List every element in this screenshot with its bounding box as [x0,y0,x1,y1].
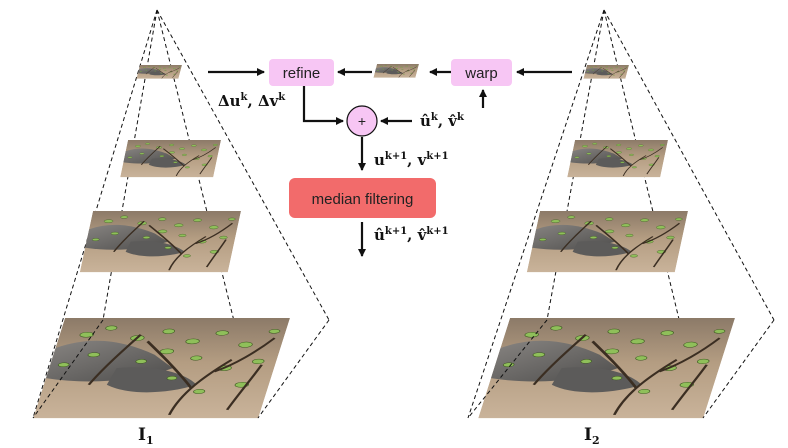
next-hat-uv-label: ûk+1, v̂k+1 [374,226,449,244]
median-filtering-label: median filtering [312,191,414,208]
warped-patch [373,64,420,78]
right-pyramid: I2 [467,9,775,447]
left-level-4 [136,65,183,79]
right-level-2 [526,211,689,273]
flow-center: refine warp + median filtering Δuk, Δvk … [208,59,572,257]
refine-label: refine [283,65,321,82]
median-filtering-box [289,178,436,218]
arrow-refine-to-sum [302,86,344,125]
delta-uv-label: Δuk, Δvk [218,92,286,110]
left-level-1 [33,318,290,419]
left-level-3 [120,140,222,178]
right-level-4 [583,65,630,79]
hat-uv-label: ûk, v̂k [420,112,465,130]
left-level-2 [79,211,242,273]
warp-label: warp [464,65,498,82]
right-level-3 [567,140,669,178]
left-image-label: I1 [138,425,154,447]
right-level-1 [478,318,735,419]
left-pyramid: I1 [32,9,330,447]
warp-box [451,59,512,86]
right-image-label: I2 [584,425,600,447]
next-uv-label: uk+1, vk+1 [374,151,449,169]
sum-node-label: + [358,113,366,129]
sum-node [346,105,378,137]
refine-box [269,59,334,86]
